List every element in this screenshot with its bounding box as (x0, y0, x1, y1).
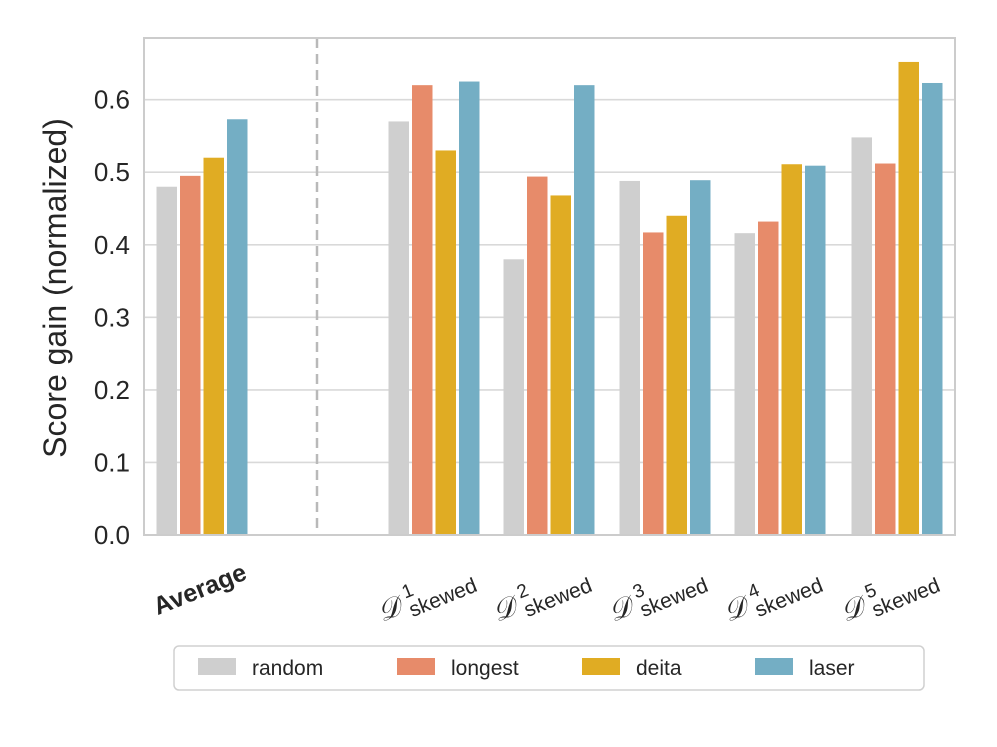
legend-label: deita (636, 657, 682, 680)
legend-entry-deita: deita (582, 657, 682, 680)
bar-deita-d5 (898, 61, 919, 536)
bar-random-d2 (503, 259, 524, 535)
bar-random-d1 (388, 121, 409, 535)
legend: random longest deita laser (173, 645, 925, 691)
bar-longest-d3 (643, 232, 664, 535)
legend-swatch (198, 658, 236, 675)
bar-longest-average (180, 175, 201, 536)
bar-laser-average (227, 119, 248, 535)
legend-label: longest (451, 657, 519, 680)
y-tick-label: 0.0 (94, 520, 130, 550)
bar-longest-d1 (412, 85, 433, 535)
bar-longest-d2 (527, 176, 548, 535)
bar-laser-d1 (459, 81, 480, 536)
legend-label: laser (809, 657, 855, 680)
bar-laser-d5 (922, 82, 943, 535)
bar-random-d5 (851, 137, 872, 535)
y-tick-label: 0.4 (94, 230, 130, 260)
bar-longest-d5 (875, 163, 896, 535)
grid-lines (144, 98, 955, 536)
bars (156, 61, 943, 536)
y-tick-label: 0.3 (94, 302, 130, 332)
bar-random-average (156, 186, 177, 535)
y-tick-label: 0.1 (94, 447, 130, 477)
y-axis-ticks: 0.0 0.1 0.2 0.3 0.4 0.5 0.6 (94, 85, 130, 550)
plot-frame (143, 37, 956, 536)
bar-deita-d2 (550, 195, 571, 536)
bar-deita-d1 (435, 150, 456, 536)
legend-entry-random: random (198, 657, 323, 680)
bar-deita-d4 (781, 164, 802, 536)
legend-entry-laser: laser (755, 657, 855, 680)
bar-laser-d4 (805, 165, 826, 535)
y-tick-label: 0.6 (94, 85, 130, 115)
bar-deita-d3 (666, 215, 687, 535)
bar-random-d3 (619, 180, 640, 535)
bar-random-d4 (734, 233, 755, 536)
bar-longest-d4 (758, 221, 779, 535)
y-tick-label: 0.5 (94, 157, 130, 187)
legend-entry-longest: longest (397, 657, 519, 680)
bar-laser-d3 (690, 180, 711, 535)
bar-laser-d2 (574, 85, 595, 535)
legend-swatch (755, 658, 793, 675)
legend-box (173, 645, 925, 691)
bar-deita-average (203, 157, 224, 535)
legend-swatch (582, 658, 620, 675)
y-axis-title: Score gain (normalized) (37, 118, 73, 458)
y-tick-label: 0.2 (94, 375, 130, 405)
legend-swatch (397, 658, 435, 675)
legend-label: random (252, 657, 323, 680)
